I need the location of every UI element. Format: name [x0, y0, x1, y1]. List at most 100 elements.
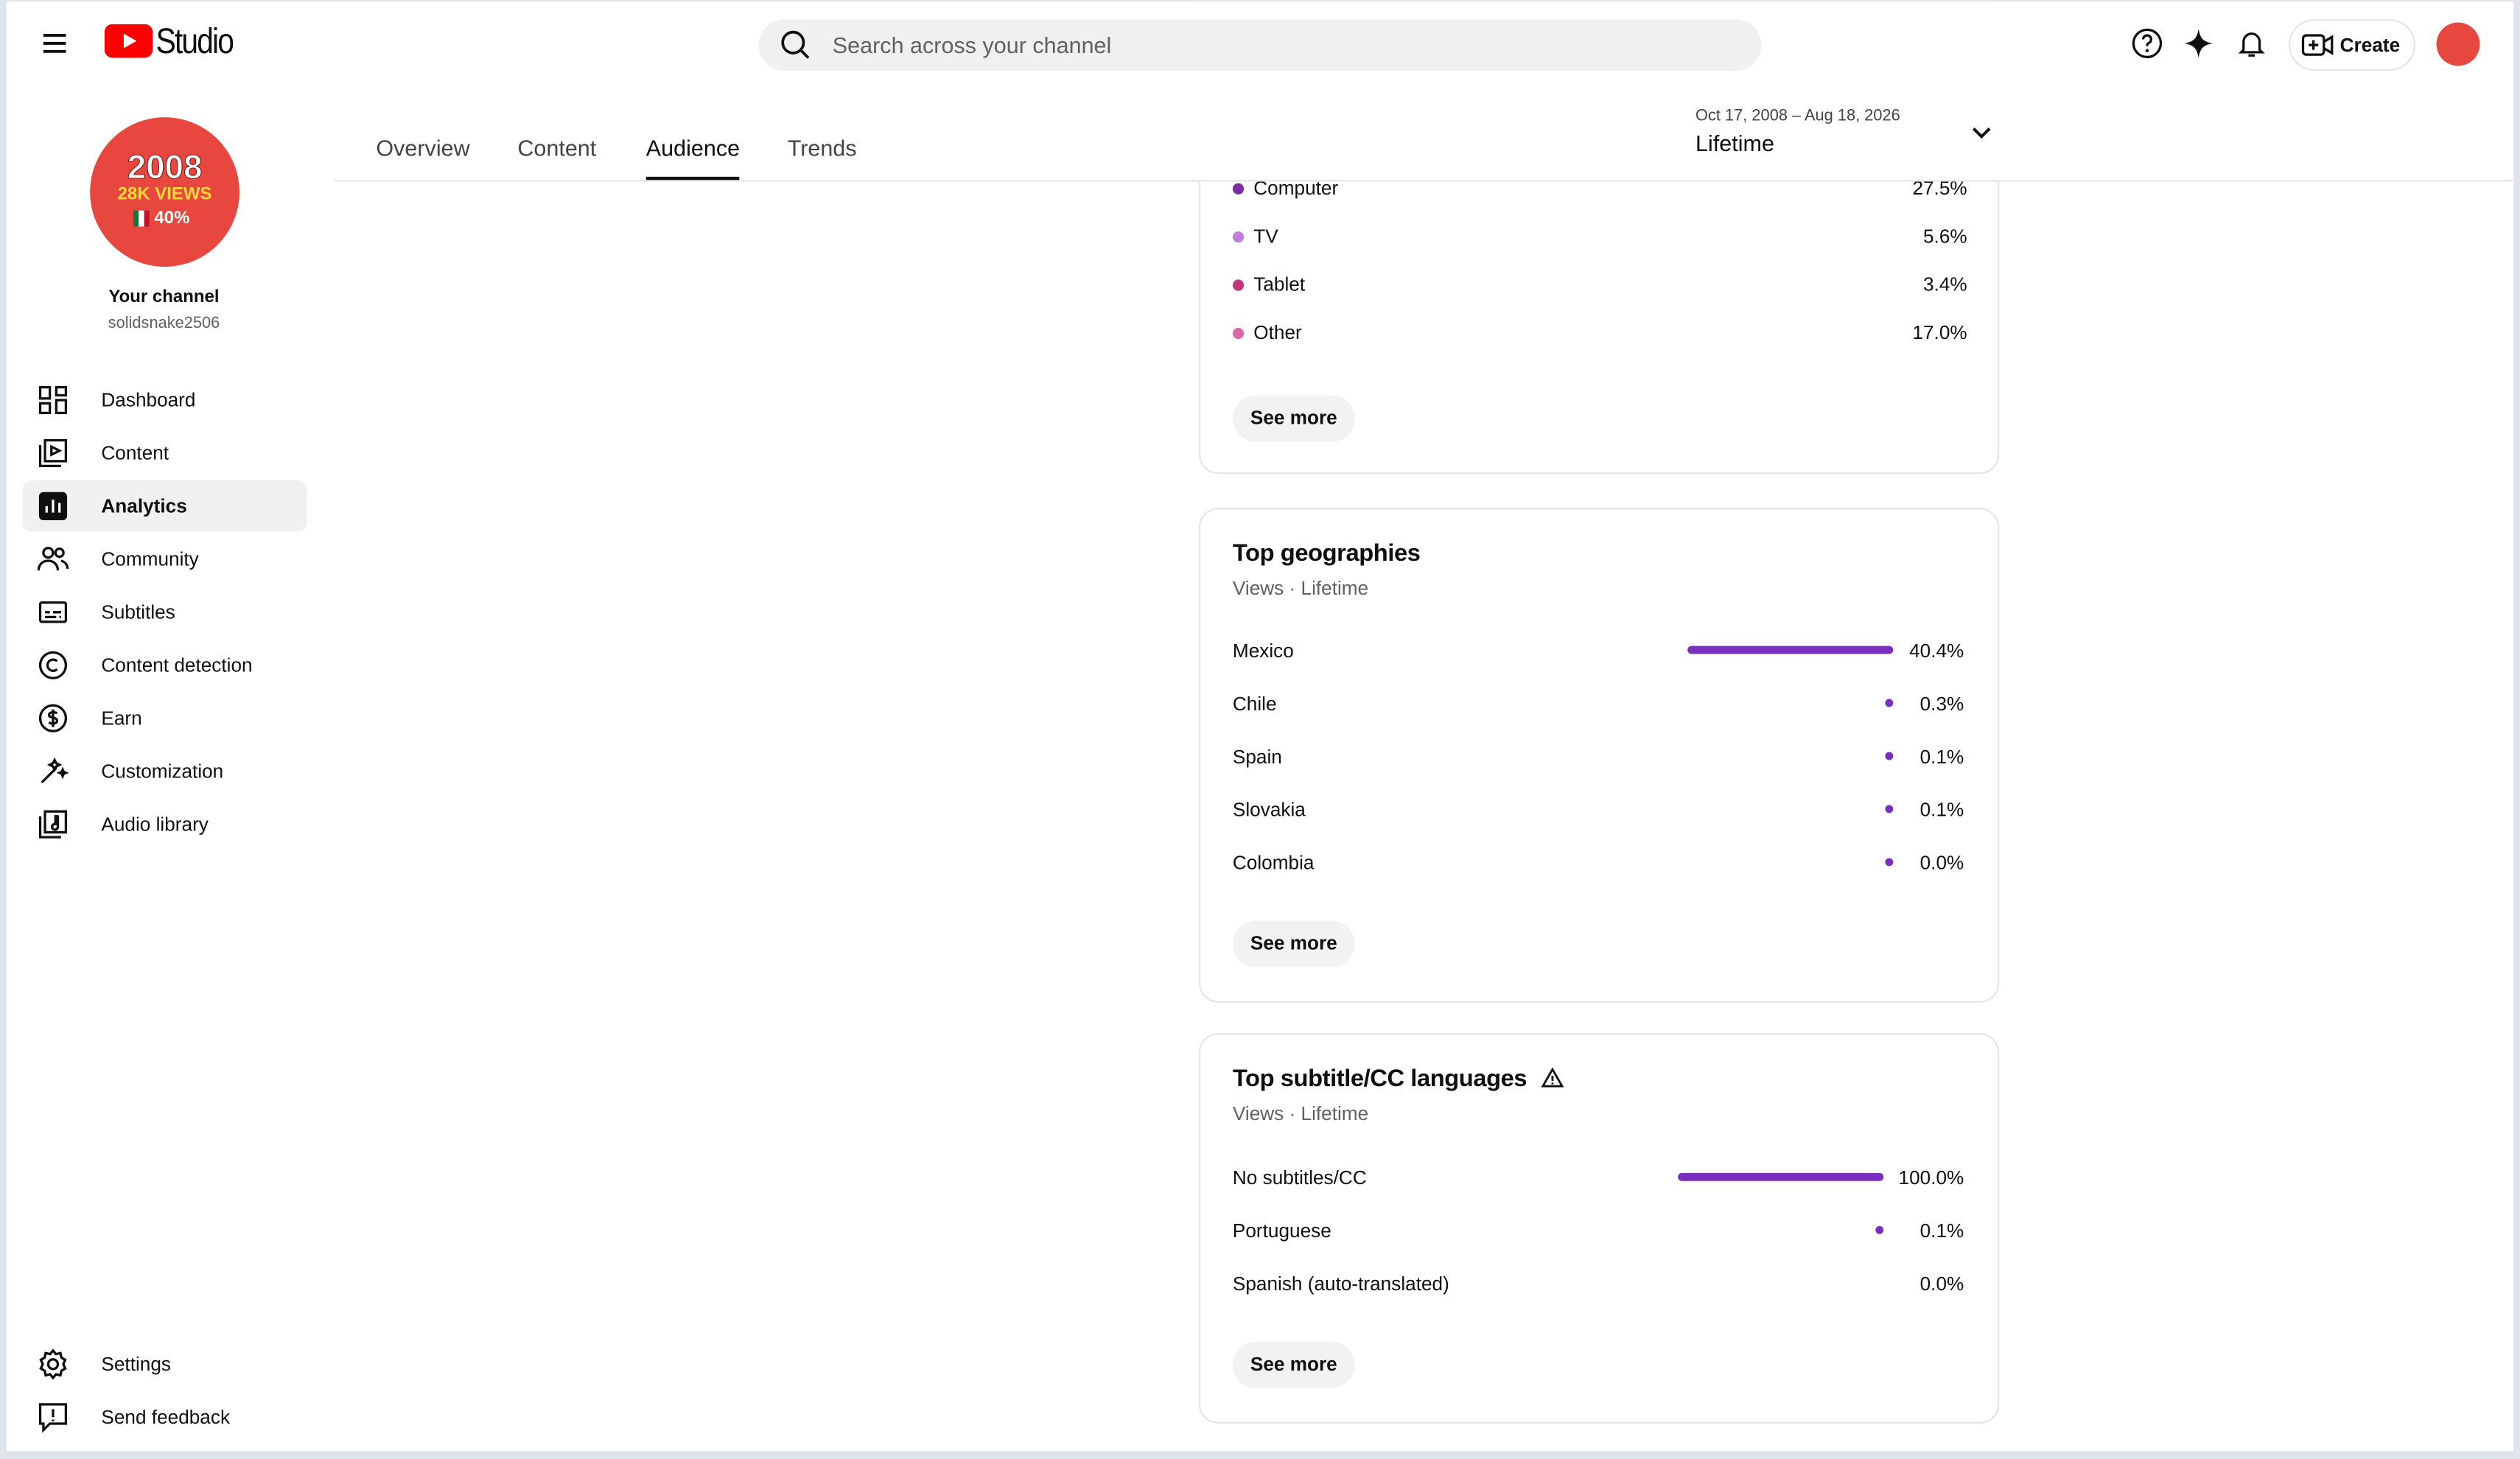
tab[interactable]: Content	[517, 135, 597, 161]
nav-item[interactable]: Content detection	[23, 640, 307, 691]
icon	[38, 491, 68, 520]
search-placeholder: Search across your channel	[832, 32, 1112, 58]
warning-glyph	[1541, 1067, 1564, 1088]
row-value: 100.0%	[1898, 1166, 1964, 1189]
nav-item[interactable]: Dashboard	[23, 374, 307, 426]
sparkle-icon[interactable]	[2183, 27, 2215, 60]
nav-label: Send feedback	[101, 1406, 231, 1429]
icon	[38, 385, 68, 415]
icon	[39, 1348, 67, 1380]
nav-item[interactable]: Send feedback	[23, 1391, 307, 1443]
nav-label: Settings	[101, 1353, 171, 1376]
nav-item[interactable]: Content	[23, 427, 307, 479]
tab[interactable]: Audience	[645, 135, 741, 181]
icon	[38, 1403, 68, 1433]
row-value: 0.1%	[1919, 745, 1964, 769]
legend-dot	[1232, 183, 1245, 195]
row-label: Slovakia	[1232, 798, 1306, 822]
help-icon[interactable]	[2131, 27, 2163, 60]
nav-label: Content detection	[101, 654, 253, 677]
see-more-button[interactable]: See more	[1232, 395, 1355, 442]
nav-item[interactable]: Settings	[23, 1338, 307, 1390]
nav-icon	[37, 596, 69, 637]
legend-dot	[1232, 279, 1245, 291]
tab-underline	[645, 176, 741, 181]
nav-item[interactable]: Subtitles	[23, 587, 307, 638]
card-subtitle: Views · Lifetime	[1232, 576, 1369, 600]
nav-item[interactable]: Analytics	[22, 480, 307, 532]
notifications-icon[interactable]	[2236, 27, 2268, 60]
header: Studio Search across your channel Create	[6, 1, 2514, 91]
see-more-button[interactable]: See more	[1232, 920, 1355, 968]
menu-icon[interactable]	[41, 29, 69, 57]
row-value: 0.0%	[1919, 1273, 1964, 1295]
logo-icon[interactable]	[104, 24, 153, 60]
tab-bar: Overview Content Audience Trends Oct 17, 20…	[334, 90, 2514, 182]
nav-icon	[37, 1401, 69, 1441]
app-window: Computer 27.5% TV 5.6% Tablet 3.4% Other 17.0% S…	[6, 1, 2514, 1452]
warning-icon[interactable]	[1527, 1066, 1564, 1093]
nav-item[interactable]: Earn	[23, 693, 307, 744]
date-period[interactable]: Lifetime	[1695, 130, 1775, 156]
icon	[38, 601, 68, 623]
tab[interactable]: Overview	[376, 135, 470, 161]
nav-label: Audio library	[101, 813, 209, 836]
row-label: Mexico	[1232, 639, 1294, 662]
date-range: Oct 17, 2008 – Aug 18, 2026	[1695, 108, 1900, 126]
nav-icon	[37, 1348, 69, 1389]
card-title: Top subtitle/CC languages	[1233, 1066, 1564, 1093]
nav-label: Analytics	[101, 494, 187, 518]
nav-icon	[37, 808, 69, 849]
row-label: Portuguese	[1232, 1220, 1331, 1242]
nav-label: Dashboard	[101, 388, 196, 412]
dropdown-arrow[interactable]	[1970, 122, 1993, 145]
tab[interactable]: Trends	[787, 135, 857, 161]
create-button[interactable]: Create	[2288, 19, 2416, 71]
row-label: Spanish (auto-translated)	[1232, 1273, 1449, 1295]
device-label: Tablet	[1253, 273, 1306, 296]
nav-item[interactable]: Audio library	[23, 799, 307, 850]
avatar-flag	[133, 210, 150, 227]
device-label: Other	[1253, 321, 1302, 344]
sidebar: 2008 28K VIEWS 40% Your channel solidsna…	[6, 90, 335, 1452]
row-value: 40.4%	[1909, 639, 1964, 662]
row-label: Spain	[1232, 745, 1282, 769]
search-icon	[781, 30, 810, 59]
row-label: Colombia	[1232, 851, 1315, 875]
nav-item[interactable]: Community	[23, 533, 307, 585]
bar	[1885, 858, 1894, 867]
bar	[1885, 752, 1894, 760]
icon	[38, 810, 68, 839]
bar	[1885, 699, 1894, 707]
channel-handle: solidsnake2506	[108, 315, 220, 333]
brand[interactable]: Studio	[155, 21, 234, 61]
see-more-button[interactable]: See more	[1232, 1341, 1355, 1389]
geographies-card: Top geographies Views · Lifetime Mexico 40.…	[1199, 508, 2000, 1003]
channel-avatar[interactable]: 2008 28K VIEWS 40%	[90, 117, 239, 267]
languages-card: Top subtitle/CC languages Views · Lifetim…	[1199, 1033, 2000, 1424]
nav-label: Subtitles	[101, 601, 175, 624]
icon	[41, 757, 69, 784]
row-label: No subtitles/CC	[1232, 1166, 1367, 1189]
card-title: Top geographies	[1232, 539, 1421, 567]
avatar-views: 28K VIEWS	[117, 184, 212, 204]
nav-item[interactable]: Customization	[23, 746, 307, 797]
account-avatar[interactable]	[2436, 22, 2480, 66]
row-value: 0.1%	[1919, 798, 1964, 822]
nav-icon	[37, 755, 69, 796]
icon	[38, 651, 68, 679]
bar	[1875, 1225, 1884, 1234]
device-value: 3.4%	[1922, 273, 1967, 296]
content: Computer 27.5% TV 5.6% Tablet 3.4% Other 17.0% S…	[7, 1, 2514, 1451]
device-value: 17.0%	[1912, 321, 1967, 344]
bar	[1687, 645, 1894, 654]
row-label: Chile	[1232, 692, 1277, 715]
device-value: 5.6%	[1922, 225, 1967, 248]
nav-icon	[37, 543, 69, 584]
nav-icon	[37, 384, 69, 424]
icon	[38, 438, 68, 468]
avatar-year: 2008	[127, 149, 203, 186]
search-box[interactable]: Search across your channel	[758, 19, 1762, 71]
